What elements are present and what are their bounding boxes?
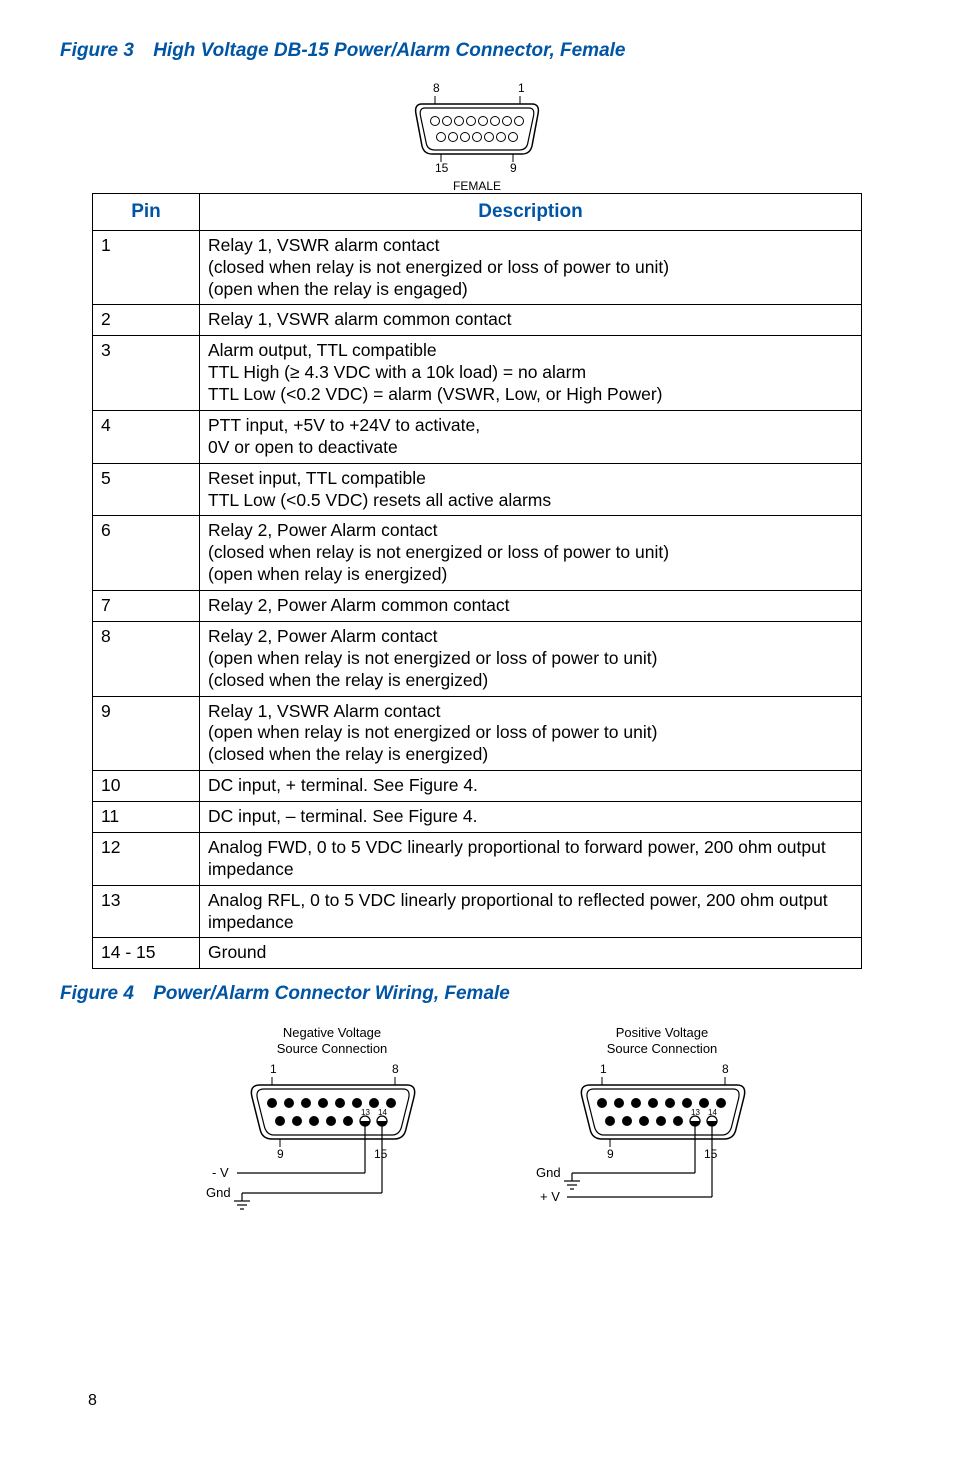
negative-voltage-diagram: Negative Voltage Source Connection 1 8 bbox=[182, 1023, 442, 1213]
desc-cell: DC input, + terminal. See Figure 4. bbox=[200, 771, 862, 802]
figure4-label: Figure 4 bbox=[60, 983, 134, 1004]
page-number: 8 bbox=[88, 1392, 97, 1410]
pin-cell: 13 bbox=[93, 885, 200, 938]
pin-cell: 14 - 15 bbox=[93, 938, 200, 969]
desc-cell: Reset input, TTL compatibleTTL Low (<0.5… bbox=[200, 463, 862, 516]
page: Figure 3 High Voltage DB-15 Power/Alarm … bbox=[60, 40, 894, 1440]
desc-cell: Analog RFL, 0 to 5 VDC linearly proporti… bbox=[200, 885, 862, 938]
svg-text:13: 13 bbox=[691, 1108, 700, 1117]
table-row: 2Relay 1, VSWR alarm common contact bbox=[93, 305, 862, 336]
pin-cell: 5 bbox=[93, 463, 200, 516]
svg-text:Source Connection: Source Connection bbox=[277, 1041, 388, 1056]
svg-text:1: 1 bbox=[600, 1062, 607, 1076]
svg-text:Source Connection: Source Connection bbox=[607, 1041, 718, 1056]
table-row: 12Analog FWD, 0 to 5 VDC linearly propor… bbox=[93, 832, 862, 885]
svg-text:14: 14 bbox=[708, 1108, 717, 1117]
table-row: 8Relay 2, Power Alarm contact(open when … bbox=[93, 621, 862, 696]
pin-cell: 11 bbox=[93, 802, 200, 833]
desc-cell: Relay 1, VSWR alarm common contact bbox=[200, 305, 862, 336]
table-row: 6Relay 2, Power Alarm contact(closed whe… bbox=[93, 516, 862, 591]
table-row: 5Reset input, TTL compatibleTTL Low (<0.… bbox=[93, 463, 862, 516]
table-row: 11DC input, – terminal. See Figure 4. bbox=[93, 802, 862, 833]
desc-cell: Ground bbox=[200, 938, 862, 969]
desc-cell: Relay 1, VSWR Alarm contact(open when re… bbox=[200, 696, 862, 771]
svg-text:- V: - V bbox=[212, 1165, 229, 1180]
table-row: 1Relay 1, VSWR alarm contact(closed when… bbox=[93, 230, 862, 305]
pin-cell: 12 bbox=[93, 832, 200, 885]
desc-cell: Relay 2, Power Alarm common contact bbox=[200, 591, 862, 622]
svg-text:9: 9 bbox=[607, 1147, 614, 1161]
connector-caption: FEMALE bbox=[60, 179, 894, 193]
pin-cell: 6 bbox=[93, 516, 200, 591]
desc-cell: Relay 2, Power Alarm contact(open when r… bbox=[200, 621, 862, 696]
svg-text:9: 9 bbox=[277, 1147, 284, 1161]
th-pin: Pin bbox=[93, 194, 200, 231]
table-row: 3Alarm output, TTL compatibleTTL High (≥… bbox=[93, 336, 862, 411]
svg-text:15: 15 bbox=[704, 1147, 718, 1161]
pin-cell: 1 bbox=[93, 230, 200, 305]
svg-text:14: 14 bbox=[378, 1108, 387, 1117]
pin-cell: 2 bbox=[93, 305, 200, 336]
pin-cell: 3 bbox=[93, 336, 200, 411]
figure4-title: Figure 4 Power/Alarm Connector Wiring, F… bbox=[60, 983, 894, 1005]
pin-cell: 10 bbox=[93, 771, 200, 802]
pin9-label: 9 bbox=[510, 161, 517, 175]
table-row: 14 - 15Ground bbox=[93, 938, 862, 969]
svg-text:+ V: + V bbox=[540, 1189, 560, 1204]
svg-text:Gnd: Gnd bbox=[536, 1165, 561, 1180]
pin-cell: 7 bbox=[93, 591, 200, 622]
svg-text:15: 15 bbox=[374, 1147, 388, 1161]
table-row: 4PTT input, +5V to +24V to activate,0V o… bbox=[93, 410, 862, 463]
desc-cell: Relay 1, VSWR alarm contact(closed when … bbox=[200, 230, 862, 305]
pin8-label: 8 bbox=[433, 81, 440, 95]
desc-cell: PTT input, +5V to +24V to activate,0V or… bbox=[200, 410, 862, 463]
figure3-caption: High Voltage DB-15 Power/Alarm Connector… bbox=[153, 40, 625, 61]
wiring-diagrams: Negative Voltage Source Connection 1 8 bbox=[60, 1023, 894, 1213]
positive-voltage-diagram: Positive Voltage Source Connection 1 8 bbox=[512, 1023, 772, 1213]
pin-cell: 8 bbox=[93, 621, 200, 696]
th-desc: Description bbox=[200, 194, 862, 231]
pin-cell: 4 bbox=[93, 410, 200, 463]
svg-text:8: 8 bbox=[392, 1062, 399, 1076]
pin15-label: 15 bbox=[435, 161, 449, 175]
desc-cell: Relay 2, Power Alarm contact(closed when… bbox=[200, 516, 862, 591]
svg-text:1: 1 bbox=[270, 1062, 277, 1076]
figure3-title: Figure 3 High Voltage DB-15 Power/Alarm … bbox=[60, 40, 894, 62]
pin-description-table: Pin Description 1Relay 1, VSWR alarm con… bbox=[92, 193, 862, 969]
figure3-label: Figure 3 bbox=[60, 40, 134, 61]
desc-cell: DC input, – terminal. See Figure 4. bbox=[200, 802, 862, 833]
figure4-caption: Power/Alarm Connector Wiring, Female bbox=[153, 983, 510, 1004]
db15-connector-diagram: 8 1 15 9 bbox=[387, 80, 567, 175]
table-row: 7Relay 2, Power Alarm common contact bbox=[93, 591, 862, 622]
svg-text:8: 8 bbox=[722, 1062, 729, 1076]
svg-text:Positive Voltage: Positive Voltage bbox=[616, 1025, 709, 1040]
svg-text:Gnd: Gnd bbox=[206, 1185, 231, 1200]
pin-cell: 9 bbox=[93, 696, 200, 771]
table-row: 13Analog RFL, 0 to 5 VDC linearly propor… bbox=[93, 885, 862, 938]
desc-cell: Alarm output, TTL compatibleTTL High (≥ … bbox=[200, 336, 862, 411]
svg-text:Negative Voltage: Negative Voltage bbox=[283, 1025, 381, 1040]
svg-text:13: 13 bbox=[361, 1108, 370, 1117]
desc-cell: Analog FWD, 0 to 5 VDC linearly proporti… bbox=[200, 832, 862, 885]
pin1-label: 1 bbox=[518, 81, 525, 95]
table-row: 9Relay 1, VSWR Alarm contact(open when r… bbox=[93, 696, 862, 771]
table-row: 10DC input, + terminal. See Figure 4. bbox=[93, 771, 862, 802]
